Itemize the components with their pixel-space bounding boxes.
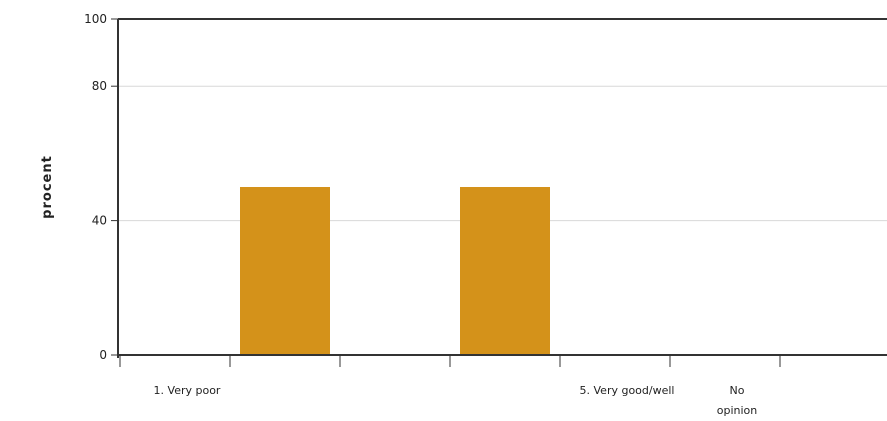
x-ticks: 1. Very poor 5. Very good/well No opinion bbox=[119, 355, 781, 417]
y-tick-label-80: 80 bbox=[92, 79, 107, 93]
x-category-label-6: No opinion bbox=[717, 384, 758, 417]
x-category-label-5: 5. Very good/well bbox=[580, 384, 675, 397]
y-tick-label-40: 40 bbox=[92, 214, 107, 228]
y-axis-title: procent bbox=[40, 155, 55, 219]
bar-4 bbox=[460, 187, 550, 355]
y-tick-label-0: 0 bbox=[99, 348, 107, 362]
x-category-label-1: 1. Very poor bbox=[154, 384, 221, 397]
bars bbox=[240, 187, 550, 355]
y-ticks: 0 40 80 100 bbox=[84, 12, 118, 362]
y-tick-label-100: 100 bbox=[84, 12, 107, 26]
axes bbox=[117, 18, 887, 358]
bar-2 bbox=[240, 187, 330, 355]
